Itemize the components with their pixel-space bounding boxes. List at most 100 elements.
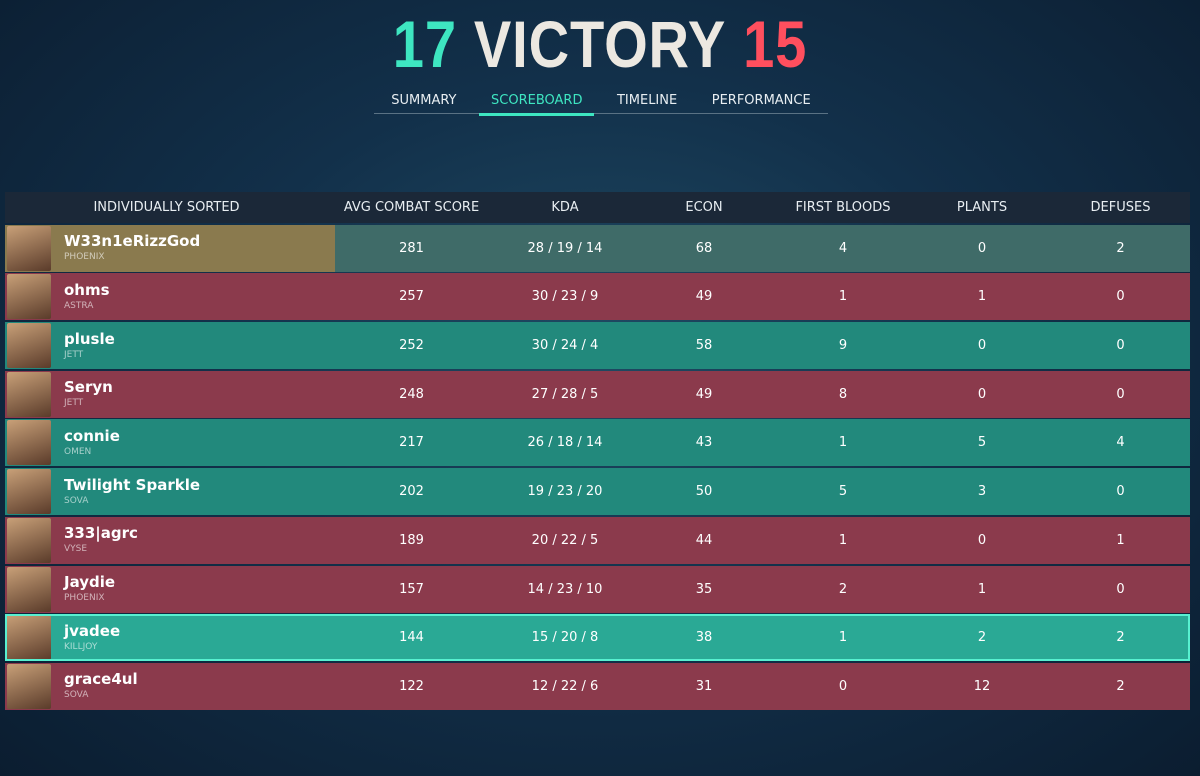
- player-name: jvadee: [64, 621, 121, 640]
- stat: 12: [973, 678, 991, 694]
- column-header: ECON: [685, 200, 723, 215]
- player-row[interactable]: grace4ul SOVA 122 12 / 22 / 6 31 0 12 2: [5, 662, 1190, 710]
- stat: 217: [399, 435, 424, 451]
- stat: 49: [695, 386, 713, 402]
- tab[interactable]: SCOREBOARD: [479, 90, 595, 116]
- stat: 38: [695, 630, 713, 646]
- stat: 28 / 19 / 14: [527, 240, 603, 256]
- agent-avatar: [7, 274, 51, 320]
- result: VICTORY: [473, 7, 727, 81]
- stat: 0: [1116, 484, 1125, 500]
- stat: 1: [838, 289, 848, 305]
- tab[interactable]: PERFORMANCE: [711, 93, 811, 108]
- player-row[interactable]: connie OMEN 217 26 / 18 / 14 43 1 5 4: [5, 419, 1190, 467]
- agent-name: PHOENIX: [64, 252, 105, 263]
- player-info: Seryn JETT: [64, 378, 113, 410]
- stat: 2: [1116, 630, 1125, 646]
- player-cell: 333|agrc VYSE: [5, 517, 328, 564]
- stat: 9: [838, 338, 848, 354]
- column-header: INDIVIDUALLY SORTED: [93, 200, 240, 215]
- agent-avatar: [7, 371, 51, 417]
- player-cell: Seryn JETT: [5, 371, 328, 418]
- stat: 2: [838, 581, 848, 597]
- score-right: 15: [743, 7, 808, 81]
- player-name: W33n1eRizzGod: [64, 232, 201, 251]
- player-row[interactable]: plusle JETT 252 30 / 24 / 4 58 9 0 0: [5, 322, 1190, 370]
- stat: 202: [399, 484, 424, 500]
- stat: 35: [695, 581, 713, 597]
- agent-name: JETT: [64, 398, 84, 409]
- score-left: 17: [392, 7, 457, 81]
- stat: 15 / 20 / 8: [531, 630, 599, 646]
- stat: 68: [695, 240, 713, 256]
- player-info: grace4ul SOVA: [64, 670, 138, 702]
- stat: 0: [1116, 338, 1125, 354]
- score-title: 17 VICTORY 15: [90, 6, 1110, 82]
- agent-avatar: [7, 225, 51, 271]
- player-row[interactable]: 333|agrc VYSE 189 20 / 22 / 5 44 1 0 1: [5, 516, 1190, 564]
- player-info: plusle JETT: [64, 330, 115, 362]
- tab[interactable]: TIMELINE: [616, 93, 678, 108]
- stat: 58: [695, 338, 713, 354]
- player-name: Jaydie: [64, 573, 116, 591]
- agent-avatar: [7, 469, 51, 515]
- column-header: DEFUSES: [1090, 200, 1151, 215]
- stat: 19 / 23 / 20: [527, 484, 603, 500]
- agent-avatar: [7, 615, 51, 661]
- player-name: plusle: [64, 329, 115, 348]
- stat: 281: [399, 240, 424, 256]
- stat: 5: [838, 484, 848, 500]
- agent-name: KILLJOY: [64, 641, 98, 652]
- stat: 248: [399, 386, 424, 402]
- player-cell: plusle JETT: [5, 322, 328, 369]
- stat: 1: [838, 435, 848, 451]
- stat: 0: [1116, 289, 1125, 305]
- stat: 0: [838, 678, 848, 694]
- player-info: Twilight Sparkle SOVA: [64, 476, 200, 508]
- player-row[interactable]: Jaydie PHOENIX 157 14 / 23 / 10 35 2 1 0: [5, 565, 1190, 613]
- stat: 12 / 22 / 6: [531, 678, 599, 694]
- stat: 27 / 28 / 5: [531, 386, 599, 402]
- player-cell: W33n1eRizzGod PHOENIX: [5, 225, 328, 272]
- player-row[interactable]: jvadee KILLJOY 144 15 / 20 / 8 38 1 2 2: [5, 614, 1190, 662]
- player-cell: grace4ul SOVA: [5, 663, 328, 710]
- stat: 0: [977, 240, 987, 256]
- column-header: FIRST BLOODS: [795, 200, 891, 215]
- stat: 31: [695, 678, 713, 694]
- player-row[interactable]: Twilight Sparkle SOVA 202 19 / 23 / 20 50 5 3 0: [5, 468, 1190, 516]
- stat: 2: [977, 630, 987, 646]
- player-name: connie: [64, 426, 120, 445]
- player-name: Seryn: [64, 378, 113, 397]
- player-row[interactable]: ohms ASTRA 257 30 / 23 / 9 49 1 1 0: [5, 273, 1190, 321]
- agent-name: SOVA: [64, 690, 89, 701]
- player-row[interactable]: Seryn JETT 248 27 / 28 / 5 49 8 0 0: [5, 370, 1190, 418]
- player-row[interactable]: W33n1eRizzGod PHOENIX 281 28 / 19 / 14 68 4 0 2: [5, 224, 1190, 272]
- stat: 30 / 23 / 9: [531, 289, 599, 305]
- stat: 0: [977, 386, 987, 402]
- tab[interactable]: SUMMARY: [391, 93, 457, 108]
- player-info: 333|agrc VYSE: [64, 524, 138, 556]
- stat: 43: [695, 435, 713, 451]
- agent-name: SOVA: [64, 495, 89, 506]
- agent-name: OMEN: [64, 446, 92, 457]
- stat: 2: [1116, 678, 1125, 694]
- player-name: ohms: [64, 280, 110, 299]
- player-info: jvadee KILLJOY: [64, 622, 120, 654]
- agent-avatar: [7, 663, 51, 709]
- player-info: ohms ASTRA: [64, 281, 110, 313]
- agent-name: PHOENIX: [64, 593, 105, 603]
- stat: 14 / 23 / 10: [527, 581, 603, 597]
- stat: 4: [1116, 435, 1125, 451]
- player-name: 333|agrc: [64, 524, 138, 543]
- column-header: PLANTS: [956, 200, 1008, 215]
- agent-name: ASTRA: [64, 300, 94, 311]
- stat: 189: [399, 532, 424, 548]
- stat: 0: [977, 338, 987, 354]
- agent-avatar: [7, 566, 51, 612]
- stat: 49: [695, 289, 713, 305]
- tabs: SUMMARY SCOREBOARD TIMELINE PERFORMANCE: [374, 90, 828, 116]
- player-name: Twilight Sparkle: [64, 475, 201, 494]
- stat: 1: [977, 289, 987, 305]
- stat: 4: [838, 240, 848, 256]
